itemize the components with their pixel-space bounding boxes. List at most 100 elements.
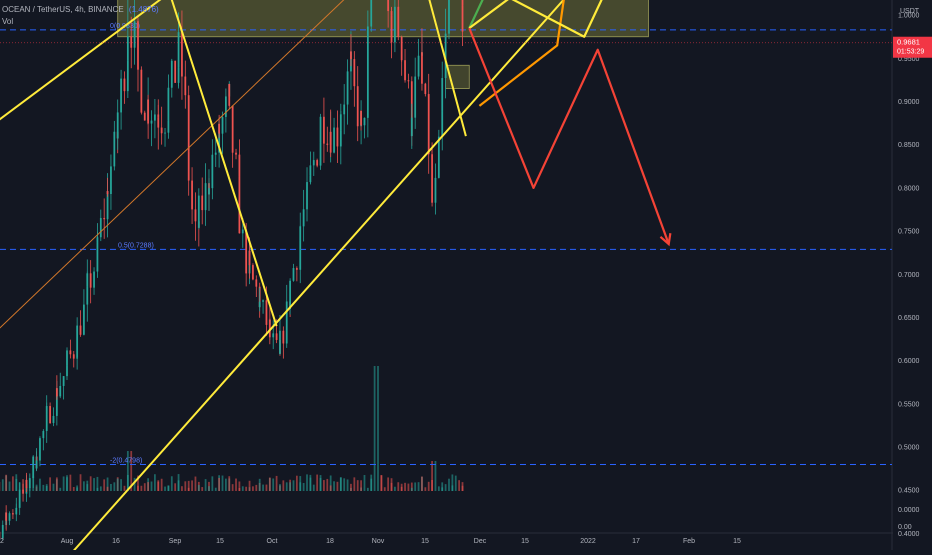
candle-body [343,105,345,115]
volume-bar [90,476,92,491]
candle-body [184,77,186,96]
volume-bar [313,485,315,491]
volume-bar [326,479,328,491]
time-tick: 15 [421,538,429,545]
volume-bar [97,488,99,491]
volume-bar [239,488,241,491]
candle-body [134,21,136,47]
volume-bar [293,480,295,491]
candle-body [154,114,156,120]
candle-body [397,7,399,37]
volume-bar [421,477,423,491]
candle-body [205,183,207,210]
candle-body [53,416,55,423]
volume-bar [174,483,176,491]
candle-body [49,406,51,423]
candle-body [188,151,190,180]
volume-bar [245,487,247,491]
candle-body [293,268,295,281]
volume-bar [2,479,4,491]
candle-body [195,209,197,221]
candle-body [303,209,305,226]
symbol-title[interactable]: OCEAN / TetherUS, 4h, BINANCE [2,5,124,14]
candle-body [391,16,393,43]
volume-bar [56,477,58,491]
candle-body [310,165,312,175]
volume-bar [397,482,399,491]
candle-body [357,86,359,126]
volume-bar [455,476,457,491]
candle-body [306,182,308,209]
volume-bar [198,485,200,491]
symbol-legend[interactable]: OCEAN / TetherUS, 4h, BINANCE (1.4876) [2,5,159,14]
volume-bar [306,474,308,491]
volume-bar [53,484,55,491]
candle-body [113,132,115,167]
volume-bar [323,480,325,491]
volume-bar [215,488,217,491]
candle-body [259,302,261,307]
volume-bar [93,478,95,491]
price-tick: 1.0000 [898,13,920,20]
candle-body [435,178,437,203]
volume-bar [218,478,220,491]
price-tick: 0.8000 [898,185,920,192]
candle-body [367,27,369,118]
volume-tick: 0.0000 [898,507,920,514]
fib-label: 0.5(0.7288) [118,242,154,249]
volume-bar [76,487,78,491]
volume-bar [232,484,234,491]
volume-bar [431,461,433,491]
volume-bar [171,476,173,491]
volume-bar [184,481,186,491]
candle-body [387,0,389,11]
candle-body [117,112,119,138]
volume-bar [347,479,349,491]
volume-bar [208,486,210,491]
volume-bar [438,486,440,491]
volume-bar [387,477,389,491]
volume-bar [5,475,7,491]
volume-bar [289,482,291,491]
volume-bar [370,479,372,491]
candle-body [228,84,230,106]
candle-body [225,96,227,116]
volume-bar [80,474,82,491]
candle-body [42,431,44,438]
price-tick: 0.8500 [898,142,920,149]
volume-bar [110,484,112,491]
candle-body [448,0,450,34]
fib-label: -2(0.4798) [110,457,142,464]
candle-body [215,153,217,155]
volume-bar [103,479,105,491]
candle-body [337,128,339,147]
volume-bar [364,475,366,491]
volume-bar [188,488,190,491]
candle-body [232,106,234,153]
volume-legend[interactable]: Vol [2,17,13,26]
time-tick: Sep [169,538,182,545]
volume-bar [340,478,342,491]
candle-body [80,326,82,335]
candle-body [347,71,349,104]
volume-bar [117,479,119,491]
candle-body [418,56,420,77]
volume-bar [225,479,227,491]
candle-body [69,350,71,354]
candle-body [266,300,268,325]
candle-body [235,153,237,155]
candle-body [431,166,433,203]
volume-bar [337,482,339,491]
volume-bar [462,482,464,491]
price-tick: 0.4500 [898,488,920,495]
candle-body [39,438,41,460]
candle-body [63,376,65,386]
volume-bar [235,479,237,491]
price-tick: 0.6000 [898,358,920,365]
volume-bar [408,484,410,491]
candle-body [286,301,288,343]
legend-price-tag: (1.4876) [129,5,159,14]
price-countdown: 01:53:29 [897,49,924,56]
